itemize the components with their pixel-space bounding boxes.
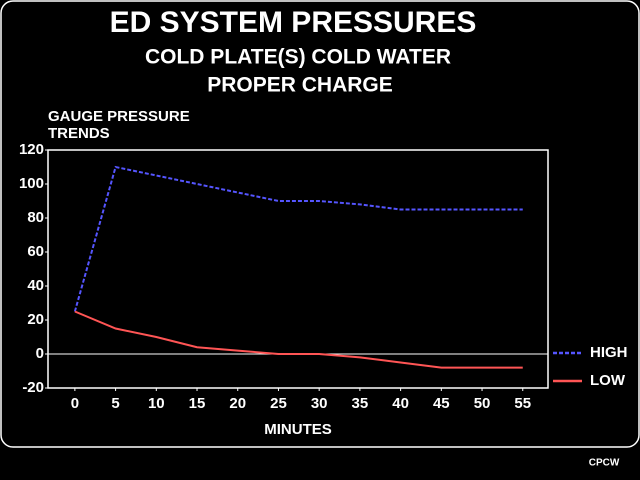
y-tick-label: 80 (27, 209, 44, 226)
x-tick-label: 35 (352, 395, 369, 412)
x-tick-label: 5 (111, 395, 119, 412)
y-tick-label: 0 (36, 345, 44, 362)
series-line (73, 165, 523, 312)
y-tick-label: 60 (27, 243, 44, 260)
chart-subtitle: PROPER CHARGE (207, 74, 393, 97)
y-tick-label: 20 (27, 311, 44, 328)
x-tick-label: 15 (189, 395, 206, 412)
x-tick-label: 20 (229, 395, 246, 412)
x-tick-label: 40 (392, 395, 409, 412)
plot-frame (47, 149, 549, 389)
x-tick-label: 55 (514, 395, 531, 412)
x-axis-label: MINUTES (264, 421, 332, 438)
x-tick-label: 0 (71, 395, 79, 412)
series-line (74, 310, 523, 369)
y-tick-label: 40 (27, 277, 44, 294)
y-axis-label: TRENDS (48, 125, 110, 142)
x-tick-label: 50 (474, 395, 491, 412)
x-tick-label: 25 (270, 395, 287, 412)
legend-label: LOW (590, 372, 626, 389)
chart-title: ED SYSTEM PRESSURES (110, 6, 477, 39)
frame (0, 0, 640, 448)
x-tick-label: 45 (433, 395, 450, 412)
legend-label: HIGH (590, 344, 628, 361)
y-tick-label: -20 (22, 379, 44, 396)
chart-subtitle: COLD PLATE(S) COLD WATER (145, 46, 451, 69)
y-tick-label: 100 (19, 175, 44, 192)
y-tick-label: 120 (19, 141, 44, 158)
x-tick-label: 10 (148, 395, 165, 412)
footnote: CPCW (589, 458, 620, 469)
x-tick-label: 30 (311, 395, 328, 412)
y-axis-label: GAUGE PRESSURE (48, 108, 190, 125)
